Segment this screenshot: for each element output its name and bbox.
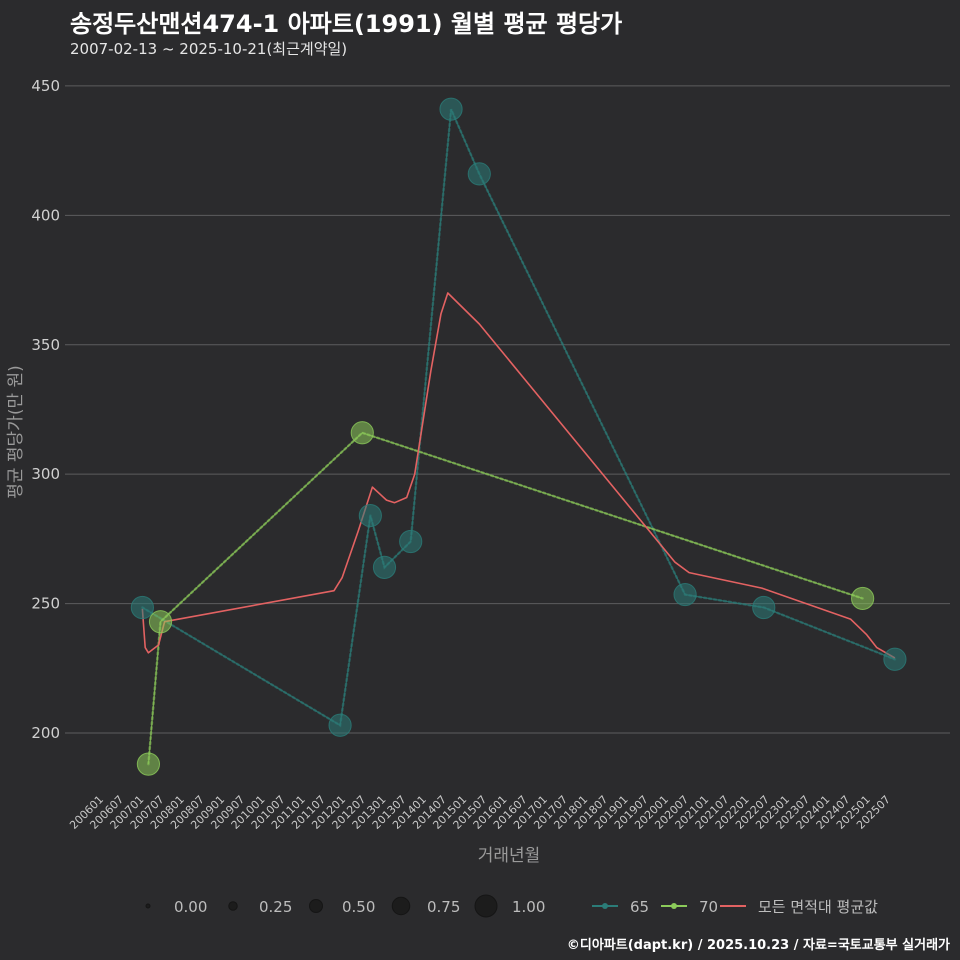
data-point-65 bbox=[130, 595, 154, 620]
y-tick-label: 350 bbox=[31, 336, 60, 354]
y-axis-ticks: 200 250 300 350 400 450 bbox=[31, 77, 60, 742]
color-legend-label: 70 bbox=[699, 898, 718, 916]
size-legend-label: 1.00 bbox=[512, 898, 545, 916]
x-axis-title: 거래년월 bbox=[478, 846, 541, 866]
series-line-core-65 bbox=[142, 108, 896, 727]
source-caption: ©디아파트(dapt.kr) / 2025.10.23 / 자료=국토교통부 실… bbox=[566, 938, 950, 953]
data-point-65 bbox=[399, 529, 423, 554]
size-legend-label: 0.50 bbox=[342, 898, 375, 916]
size-legend-dot bbox=[391, 896, 411, 916]
color-legend-label: 65 bbox=[630, 898, 649, 916]
data-point-70 bbox=[148, 610, 173, 634]
size-legend-dot bbox=[145, 903, 151, 909]
y-tick-label: 200 bbox=[31, 724, 60, 742]
data-point-70 bbox=[851, 586, 875, 611]
y-tick-label: 450 bbox=[31, 77, 60, 95]
color-legend-dot bbox=[671, 903, 677, 909]
data-point-65 bbox=[328, 713, 352, 737]
data-point-70 bbox=[136, 752, 161, 776]
data-point-65 bbox=[372, 555, 397, 579]
data-point-65 bbox=[467, 162, 491, 186]
chart-subtitle: 2007-02-13 ~ 2025-10-21(최근계약일) bbox=[70, 40, 348, 58]
y-axis-title: 평균 평당가(만 원) bbox=[6, 365, 26, 499]
grid-lines bbox=[65, 85, 950, 734]
color-legend-dot bbox=[602, 903, 608, 909]
data-point-65 bbox=[673, 582, 697, 607]
series-line-core-70 bbox=[147, 432, 863, 765]
x-axis-ticks: 2006012006072007012007072008012008072009… bbox=[67, 793, 893, 832]
size-legend-dot bbox=[474, 894, 498, 918]
chart-title: 송정두산맨션474-1 아파트(1991) 월별 평균 평당가 bbox=[70, 10, 623, 38]
data-point-65 bbox=[883, 647, 907, 671]
series-line-70 bbox=[147, 431, 864, 766]
size-legend-dot bbox=[228, 901, 238, 911]
data-point-65 bbox=[439, 97, 463, 121]
size-legend-label: 0.25 bbox=[259, 898, 292, 916]
series-layer bbox=[141, 108, 897, 766]
size-legend-dot bbox=[309, 899, 323, 913]
legend: 0.00 0.25 0.50 0.75 1.00 65 70 모든 면적대 평균값 bbox=[145, 894, 878, 918]
points-layer bbox=[130, 97, 907, 776]
color-legend-label: 모든 면적대 평균값 bbox=[758, 898, 878, 916]
data-point-65 bbox=[358, 504, 382, 528]
y-tick-label: 250 bbox=[31, 595, 60, 613]
y-tick-label: 300 bbox=[31, 465, 60, 483]
y-tick-label: 400 bbox=[31, 206, 60, 224]
data-point-65 bbox=[752, 595, 776, 620]
size-legend-label: 0.75 bbox=[427, 898, 460, 916]
series-line-65 bbox=[141, 108, 897, 728]
data-point-70 bbox=[350, 421, 374, 445]
size-legend-label: 0.00 bbox=[174, 898, 207, 916]
